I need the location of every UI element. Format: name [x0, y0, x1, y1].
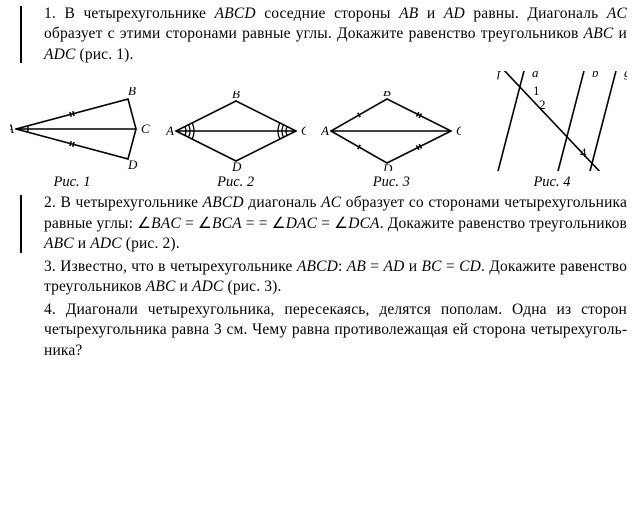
- svg-text:C: C: [141, 121, 150, 136]
- svg-text:C: C: [456, 123, 461, 138]
- problem-2: 2. В четырехугольнике ABCD диагональ AC …: [44, 193, 627, 254]
- figure-2: A B C D Рис. 2: [166, 91, 306, 191]
- figure-1-svg: A B C D: [10, 87, 150, 171]
- figure-1-caption: Рис. 1: [53, 174, 90, 191]
- figure-1: A B C D Рис. 1: [10, 87, 150, 191]
- svg-text:C: C: [301, 123, 306, 138]
- svg-text:g: g: [624, 71, 627, 80]
- problem-1-text: 1. В четырехугольнике ABCD соседние стор…: [44, 4, 627, 65]
- problem-3: 3. Известно, что в четырехугольнике ABCD…: [44, 257, 627, 298]
- figure-4-svg: a b f g 12 4: [477, 71, 627, 171]
- svg-text:B: B: [232, 91, 240, 101]
- problem-2-text: 2. В четырехугольнике ABCD диагональ AC …: [44, 193, 627, 254]
- svg-text:A: A: [166, 123, 174, 138]
- problem-1: 1. В четырехугольнике ABCD соседние стор…: [44, 4, 627, 65]
- figure-3-svg: A B C D: [321, 91, 461, 171]
- svg-text:b: b: [592, 71, 599, 80]
- problem-sidebar: [20, 6, 22, 63]
- svg-text:a: a: [532, 71, 539, 80]
- figure-2-caption: Рис. 2: [217, 174, 254, 191]
- figure-3-caption: Рис. 3: [373, 174, 410, 191]
- svg-text:D: D: [382, 161, 393, 171]
- svg-text:B: B: [128, 87, 136, 98]
- figure-3: A B C D Рис. 3: [321, 91, 461, 191]
- figure-4: a b f g 12 4 Рис. 4: [477, 71, 627, 191]
- svg-text:A: A: [10, 121, 14, 136]
- svg-text:A: A: [321, 123, 329, 138]
- svg-text:4: 4: [580, 145, 587, 160]
- figure-row: A B C D Рис. 1 A B C D Рис. 2 A B C D Рис. 3 a b f g…: [10, 71, 627, 191]
- svg-text:D: D: [127, 157, 138, 171]
- problem-sidebar: [20, 195, 22, 252]
- problem-4: 4. Диагонали четырехугольника, пересекая…: [44, 300, 627, 361]
- problem-4-text: 4. Диагонали четырехугольника, пересекая…: [44, 300, 627, 361]
- svg-text:D: D: [231, 159, 242, 171]
- page: 1. В четырехугольнике ABCD соседние стор…: [0, 0, 637, 513]
- svg-text:f: f: [497, 71, 503, 80]
- svg-text:B: B: [383, 91, 391, 99]
- figure-4-caption: Рис. 4: [533, 174, 570, 191]
- problem-3-text: 3. Известно, что в четырехугольнике ABCD…: [44, 257, 627, 298]
- figure-2-svg: A B C D: [166, 91, 306, 171]
- svg-text:1: 1: [533, 83, 540, 98]
- svg-text:2: 2: [539, 97, 546, 112]
